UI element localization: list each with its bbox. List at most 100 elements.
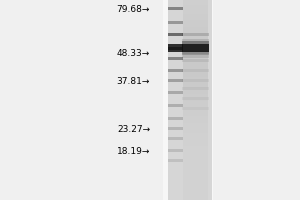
Bar xyxy=(183,133,208,134)
Bar xyxy=(183,30,208,31)
Bar xyxy=(183,35,208,36)
Bar xyxy=(163,0,213,200)
Bar xyxy=(183,185,208,186)
Bar xyxy=(183,127,208,128)
Bar xyxy=(183,143,208,144)
Bar xyxy=(183,90,208,91)
Bar xyxy=(183,55,208,56)
Bar xyxy=(183,109,208,110)
Bar xyxy=(183,9,208,10)
Bar xyxy=(183,73,208,74)
Bar xyxy=(183,163,208,164)
Bar xyxy=(183,140,208,141)
Bar xyxy=(182,41,209,44)
Bar xyxy=(183,156,208,157)
Bar xyxy=(183,4,208,5)
Bar xyxy=(183,158,208,159)
Bar xyxy=(183,132,208,133)
Bar xyxy=(183,13,208,14)
Bar xyxy=(183,141,208,142)
Bar xyxy=(183,147,208,148)
Bar xyxy=(183,61,208,62)
Bar xyxy=(183,70,208,71)
Bar xyxy=(183,8,208,9)
Bar xyxy=(183,24,208,25)
Text: 23.27→: 23.27→ xyxy=(117,126,150,134)
Bar xyxy=(183,5,208,6)
Bar xyxy=(183,86,208,87)
Bar xyxy=(168,79,183,82)
Bar xyxy=(183,186,208,187)
Bar xyxy=(183,167,208,168)
Bar xyxy=(183,50,208,51)
Bar xyxy=(183,166,208,167)
Bar xyxy=(183,123,208,124)
Bar xyxy=(183,138,208,139)
Bar xyxy=(182,44,209,52)
Bar xyxy=(183,65,208,66)
Bar xyxy=(183,6,208,7)
Bar xyxy=(183,135,208,136)
Bar xyxy=(183,36,208,37)
Bar xyxy=(183,178,208,179)
Bar xyxy=(183,31,208,32)
Bar xyxy=(183,180,208,181)
Bar xyxy=(183,85,208,86)
Bar xyxy=(183,114,208,115)
Bar xyxy=(183,149,208,150)
Bar xyxy=(183,29,208,30)
Bar xyxy=(183,103,208,104)
Bar xyxy=(168,137,183,140)
Bar xyxy=(183,115,208,116)
Bar xyxy=(183,45,208,46)
Bar xyxy=(183,150,208,151)
Bar xyxy=(183,169,208,170)
Bar xyxy=(183,14,208,15)
Bar xyxy=(183,121,208,122)
Bar xyxy=(183,66,208,67)
Bar xyxy=(183,97,208,98)
Bar xyxy=(183,76,208,77)
Bar xyxy=(183,170,208,171)
Bar xyxy=(168,117,183,120)
Bar xyxy=(183,104,208,105)
Bar xyxy=(183,98,208,99)
Bar xyxy=(182,52,209,55)
Bar xyxy=(183,184,208,185)
Bar xyxy=(183,124,208,125)
Bar xyxy=(183,51,208,52)
Bar xyxy=(183,64,208,65)
Bar xyxy=(183,75,208,76)
Bar xyxy=(183,183,208,184)
Bar xyxy=(183,67,208,68)
Bar xyxy=(183,129,208,130)
Bar xyxy=(183,18,208,19)
Bar xyxy=(183,96,208,97)
Bar xyxy=(183,117,208,118)
Bar xyxy=(183,32,208,33)
Bar xyxy=(168,127,183,130)
Bar xyxy=(182,87,209,90)
Bar xyxy=(183,174,208,175)
Bar xyxy=(183,107,208,108)
Bar xyxy=(183,193,208,194)
Bar xyxy=(183,93,208,94)
Bar xyxy=(183,16,208,17)
Bar xyxy=(183,197,208,198)
Bar xyxy=(183,101,208,102)
Text: 79.68→: 79.68→ xyxy=(117,5,150,15)
Bar xyxy=(183,44,208,45)
Bar xyxy=(183,52,208,53)
Bar xyxy=(183,87,208,88)
Bar xyxy=(168,159,183,162)
Bar xyxy=(183,26,208,27)
Bar xyxy=(168,44,183,52)
Bar xyxy=(183,128,208,129)
Bar xyxy=(183,3,208,4)
Bar xyxy=(183,72,208,73)
Bar xyxy=(182,107,209,110)
Bar xyxy=(168,57,183,60)
Bar xyxy=(183,154,208,155)
Bar xyxy=(183,68,208,69)
Bar xyxy=(183,7,208,8)
